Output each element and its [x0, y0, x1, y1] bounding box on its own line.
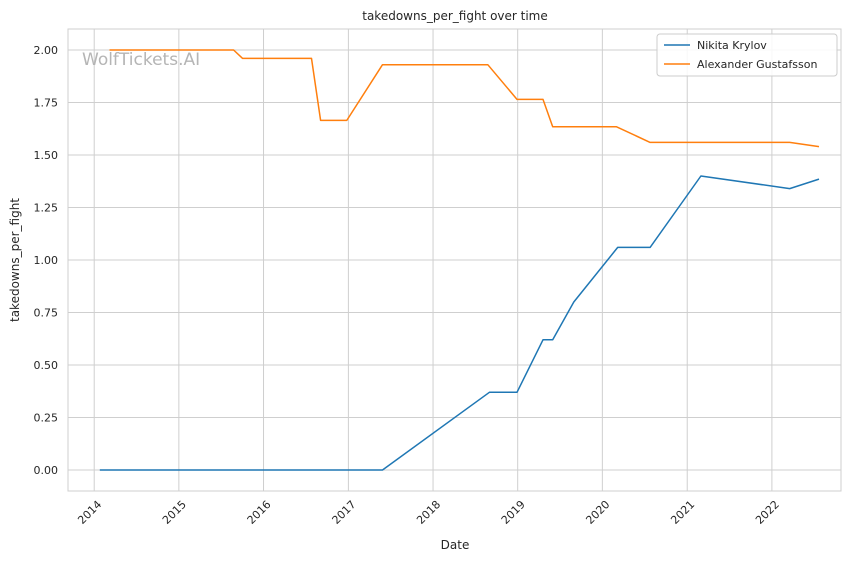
x-axis-label: Date [441, 538, 470, 552]
legend-box [656, 33, 838, 77]
legend-label-alexander-gustafsson: Alexander Gustafsson [697, 58, 817, 71]
plot-area [67, 28, 842, 492]
grid [68, 29, 841, 491]
watermark-text: WolfTickets.AI [82, 50, 200, 70]
y-tick-label: 0.25 [34, 412, 59, 425]
series-line-nikita-krylov [99, 175, 820, 471]
y-tick-label: 1.50 [34, 149, 59, 162]
y-tick-label: 0.75 [34, 307, 59, 320]
y-tick-label: 1.00 [34, 254, 59, 267]
legend-label-nikita-krylov: Nikita Krylov [697, 39, 767, 52]
y-tick-label: 1.25 [34, 202, 59, 215]
series-layer [99, 49, 820, 471]
y-tick-label: 0.00 [34, 464, 59, 477]
legend: Nikita Krylov Alexander Gustafsson [656, 33, 838, 77]
y-tick-label: 2.00 [34, 44, 59, 57]
series-line-alexander-gustafsson [109, 49, 820, 148]
y-axis-label: takedowns_per_fight [8, 198, 22, 322]
y-tick-labels: 0.00 0.25 0.50 0.75 1.00 1.25 1.50 1.75 2.00 [34, 44, 59, 477]
y-tick-label: 0.50 [34, 359, 59, 372]
chart-title: takedowns_per_fight over time [362, 9, 548, 23]
y-tick-label: 1.75 [34, 97, 59, 110]
